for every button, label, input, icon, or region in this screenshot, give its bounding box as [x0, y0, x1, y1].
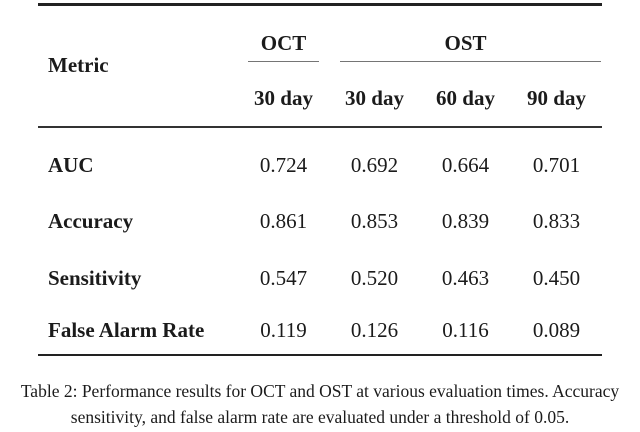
caption-line-1: Table 2: Performance results for OCT and…	[20, 381, 620, 401]
column-group-row: Metric OCT OST	[38, 4, 602, 128]
table-row-auc: AUC 0.724 0.692 0.664 0.701	[38, 127, 602, 193]
results-table: Metric OCT OST 30 day 30 day 60 day 90 d…	[38, 3, 603, 356]
caption-line-2: sensitivity, and false alarm rate are ev…	[70, 407, 570, 427]
oct-underline	[248, 60, 319, 62]
row-label-false-alarm-rate: False Alarm Rate	[38, 306, 238, 356]
cell-sensitivity-ost-60: 0.463	[441, 265, 490, 290]
column-group-oct: OCT	[260, 30, 307, 55]
cell-far-ost-90: 0.089	[511, 306, 603, 356]
table-row-false-alarm-rate: False Alarm Rate 0.119 0.126 0.116 0.089	[38, 306, 603, 356]
results-table-container: Metric OCT OST 30 day 30 day 60 day 90 d…	[38, 3, 603, 356]
row-label-auc: AUC	[48, 152, 94, 177]
column-group-ost: OST	[444, 30, 487, 55]
group-underline-row	[38, 57, 602, 71]
cell-far-oct-30: 0.119	[238, 306, 329, 356]
metric-column-header: Metric	[38, 4, 238, 128]
subheader-ost-90day: 90 day	[511, 70, 603, 128]
cell-accuracy-ost-60: 0.839	[441, 208, 490, 233]
cell-auc-ost-30: 0.692	[350, 152, 399, 177]
cell-far-ost-60: 0.116	[420, 306, 511, 356]
cell-sensitivity-ost-30: 0.520	[350, 265, 399, 290]
cell-auc-ost-90: 0.701	[532, 152, 581, 177]
subheader-row: 30 day 30 day 60 day 90 day	[38, 70, 603, 128]
table-caption: Table 2: Performance results for OCT and…	[0, 378, 640, 430]
subheader-oct-30day: 30 day	[238, 70, 329, 128]
cell-sensitivity-ost-90: 0.450	[532, 265, 581, 290]
cell-auc-oct-30: 0.724	[259, 152, 308, 177]
subheader-ost-60day: 60 day	[420, 70, 511, 128]
ost-underline	[340, 60, 602, 62]
row-label-sensitivity: Sensitivity	[48, 265, 142, 290]
cell-far-ost-30: 0.126	[329, 306, 420, 356]
table-row-sensitivity: Sensitivity 0.547 0.520 0.463 0.450	[38, 250, 602, 307]
cell-sensitivity-oct-30: 0.547	[259, 265, 308, 290]
subheader-ost-30day: 30 day	[329, 70, 420, 128]
cell-accuracy-ost-90: 0.833	[532, 208, 581, 233]
cell-accuracy-oct-30: 0.861	[259, 208, 308, 233]
cell-auc-ost-60: 0.664	[441, 152, 490, 177]
cell-accuracy-ost-30: 0.853	[350, 208, 399, 233]
row-label-accuracy: Accuracy	[48, 208, 134, 233]
table-row-accuracy: Accuracy 0.861 0.853 0.839 0.833	[38, 193, 602, 250]
